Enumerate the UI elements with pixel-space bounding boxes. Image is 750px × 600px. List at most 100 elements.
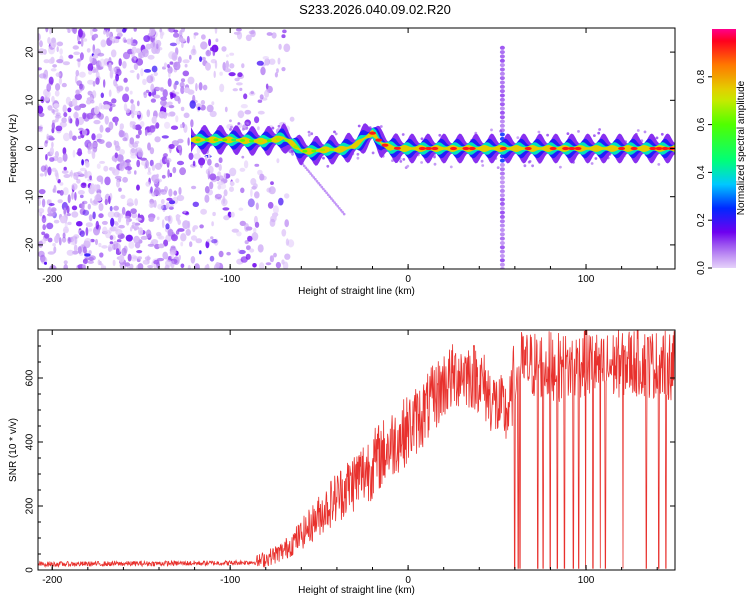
noise-blob: [147, 265, 154, 269]
noise-blob: [109, 235, 114, 240]
faint-streak-dot: [318, 183, 322, 187]
noise-blob: [192, 160, 196, 167]
faint-streak-dot: [326, 193, 330, 197]
noise-blob: [160, 99, 167, 107]
colorbar-tick-label: 0.6: [696, 117, 707, 131]
noise-blob: [119, 149, 125, 155]
spike-blob: [499, 132, 505, 137]
noise-blob: [281, 67, 286, 72]
faint-streak-dot: [325, 191, 328, 195]
noise-blob: [175, 214, 181, 218]
noise-blob: [61, 201, 68, 211]
noise-blob: [95, 238, 98, 246]
noise-blob: [187, 265, 191, 269]
noise-blob: [53, 219, 60, 224]
noise-blob: [61, 236, 67, 243]
noise-blob: [122, 28, 127, 33]
noise-blob: [131, 212, 138, 219]
noise-blob: [212, 211, 216, 217]
noise-blob: [225, 54, 229, 58]
noise-blob: [102, 226, 108, 234]
noise-blob: [59, 182, 64, 186]
ridge-peak: [302, 149, 308, 153]
noise-blob: [52, 64, 57, 68]
noise-blob: [42, 224, 46, 231]
ridge-peak: [213, 138, 219, 142]
noise-blob: [138, 227, 144, 236]
noise-blob: [229, 181, 235, 187]
noise-blob: [199, 224, 204, 229]
noise-blob: [63, 226, 69, 234]
sparse-dot: [523, 164, 527, 168]
noise-blob: [151, 239, 159, 245]
noise-blob: [95, 77, 100, 85]
noise-blob: [106, 30, 109, 38]
noise-blob: [217, 181, 224, 186]
noise-blob: [148, 217, 155, 222]
noise-blob: [114, 140, 120, 149]
spike-blob: [499, 184, 505, 189]
noise-blob: [90, 183, 95, 191]
noise-blob: [276, 68, 279, 73]
noise-blob: [181, 42, 184, 48]
noise-blob: [51, 95, 55, 103]
spike-blob: [499, 193, 505, 198]
noise-blob: [84, 238, 92, 245]
noise-blob: [136, 250, 143, 254]
noise-blob: [167, 229, 173, 237]
noise-blob: [201, 56, 206, 61]
noise-blob: [46, 222, 54, 230]
noise-blob: [224, 106, 228, 113]
noise-blob: [177, 56, 182, 64]
noise-blob: [71, 98, 78, 107]
noise-blob: [182, 220, 190, 230]
noise-blob: [38, 208, 45, 214]
noise-blob: [115, 228, 123, 236]
sparse-dot: [537, 130, 541, 134]
noise-blob: [271, 32, 277, 39]
noise-blob: [108, 62, 112, 72]
noise-blob: [270, 181, 274, 186]
spike-blob: [499, 67, 505, 72]
noise-blob: [63, 174, 71, 178]
noise-blob: [170, 125, 179, 130]
noise-blob: [250, 90, 254, 95]
noise-blob: [211, 101, 215, 106]
noise-blob: [157, 203, 164, 210]
noise-blob: [48, 203, 55, 206]
noise-blob: [180, 78, 186, 83]
noise-blob: [43, 59, 50, 64]
noise-blob: [133, 235, 141, 244]
noise-blob: [156, 231, 162, 237]
sparse-dot: [590, 162, 594, 165]
noise-blob: [63, 112, 68, 118]
faint-streak-dot: [331, 199, 335, 202]
noise-blob: [147, 142, 151, 151]
noise-blob: [238, 249, 246, 255]
ridge-peak: [222, 138, 228, 142]
spike-blob: [499, 245, 505, 250]
sparse-dot: [636, 129, 640, 132]
noise-blob: [255, 202, 259, 210]
noise-blob: [289, 116, 295, 122]
x-tick-label: 0: [405, 274, 411, 285]
noise-blob: [130, 103, 136, 113]
sparse-dot: [598, 128, 601, 131]
noise-blob: [98, 203, 104, 211]
noise-blob: [250, 188, 253, 198]
noise-blob: [86, 48, 91, 53]
noise-blob: [59, 121, 67, 128]
noise-blob: [79, 103, 87, 109]
spike-blob: [499, 76, 505, 81]
x-axis-label: Height of straight line (km): [298, 585, 415, 596]
noise-blob: [208, 38, 212, 47]
noise-blob: [172, 90, 175, 94]
noise-blob: [172, 166, 177, 174]
noise-blob: [50, 68, 57, 72]
noise-blob: [206, 238, 212, 243]
noise-blob: [225, 60, 229, 69]
noise-blob: [244, 109, 252, 115]
noise-blob: [206, 49, 210, 55]
sparse-dot: [230, 125, 233, 129]
